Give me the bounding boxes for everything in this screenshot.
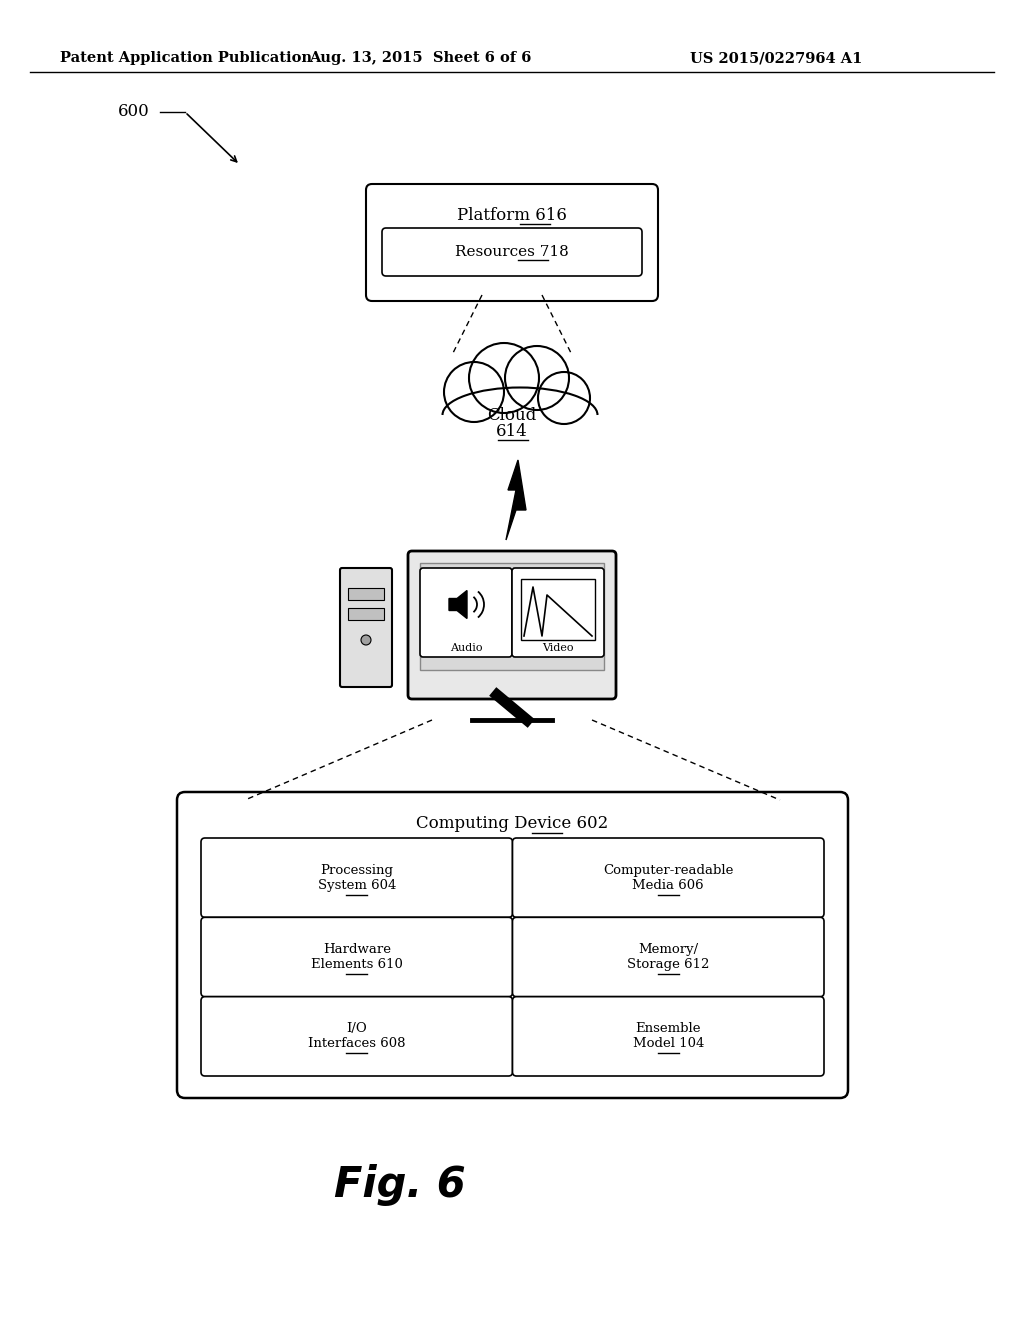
Circle shape (482, 374, 558, 450)
FancyBboxPatch shape (512, 838, 824, 917)
FancyBboxPatch shape (382, 228, 642, 276)
Circle shape (454, 388, 514, 447)
Circle shape (538, 372, 590, 424)
FancyBboxPatch shape (177, 792, 848, 1098)
Polygon shape (449, 590, 467, 619)
Circle shape (505, 346, 569, 411)
Circle shape (524, 389, 580, 446)
Text: Audio: Audio (450, 643, 482, 653)
Text: 600: 600 (118, 103, 150, 120)
Text: Resources 718: Resources 718 (455, 246, 569, 259)
Bar (348, 609, 384, 620)
FancyBboxPatch shape (521, 579, 595, 640)
FancyBboxPatch shape (408, 550, 616, 700)
Text: Platform 616: Platform 616 (457, 206, 567, 223)
Polygon shape (506, 459, 526, 540)
Text: I/O
Interfaces 608: I/O Interfaces 608 (308, 1022, 406, 1051)
FancyBboxPatch shape (201, 917, 512, 997)
Text: Fig. 6: Fig. 6 (334, 1164, 466, 1206)
Text: Cloud: Cloud (487, 407, 537, 424)
Circle shape (469, 343, 539, 413)
Text: 614: 614 (496, 424, 528, 441)
Circle shape (444, 362, 504, 422)
Text: Patent Application Publication: Patent Application Publication (60, 51, 312, 65)
FancyBboxPatch shape (512, 917, 824, 997)
Text: Aug. 13, 2015  Sheet 6 of 6: Aug. 13, 2015 Sheet 6 of 6 (309, 51, 531, 65)
Text: Computer-readable
Media 606: Computer-readable Media 606 (603, 863, 733, 892)
Text: Hardware
Elements 610: Hardware Elements 610 (311, 942, 402, 972)
Text: Processing
System 604: Processing System 604 (317, 863, 396, 892)
FancyBboxPatch shape (201, 838, 512, 917)
Circle shape (361, 635, 371, 645)
FancyBboxPatch shape (366, 183, 658, 301)
Text: Ensemble
Model 104: Ensemble Model 104 (633, 1022, 703, 1051)
FancyBboxPatch shape (420, 564, 604, 671)
Text: US 2015/0227964 A1: US 2015/0227964 A1 (690, 51, 862, 65)
Text: Computing Device 602: Computing Device 602 (416, 816, 608, 833)
FancyBboxPatch shape (340, 568, 392, 686)
Text: Memory/
Storage 612: Memory/ Storage 612 (627, 942, 710, 972)
Bar (348, 587, 384, 601)
FancyBboxPatch shape (201, 997, 512, 1076)
FancyBboxPatch shape (512, 568, 604, 657)
FancyBboxPatch shape (420, 568, 512, 657)
Text: Video: Video (543, 643, 573, 653)
FancyBboxPatch shape (512, 997, 824, 1076)
